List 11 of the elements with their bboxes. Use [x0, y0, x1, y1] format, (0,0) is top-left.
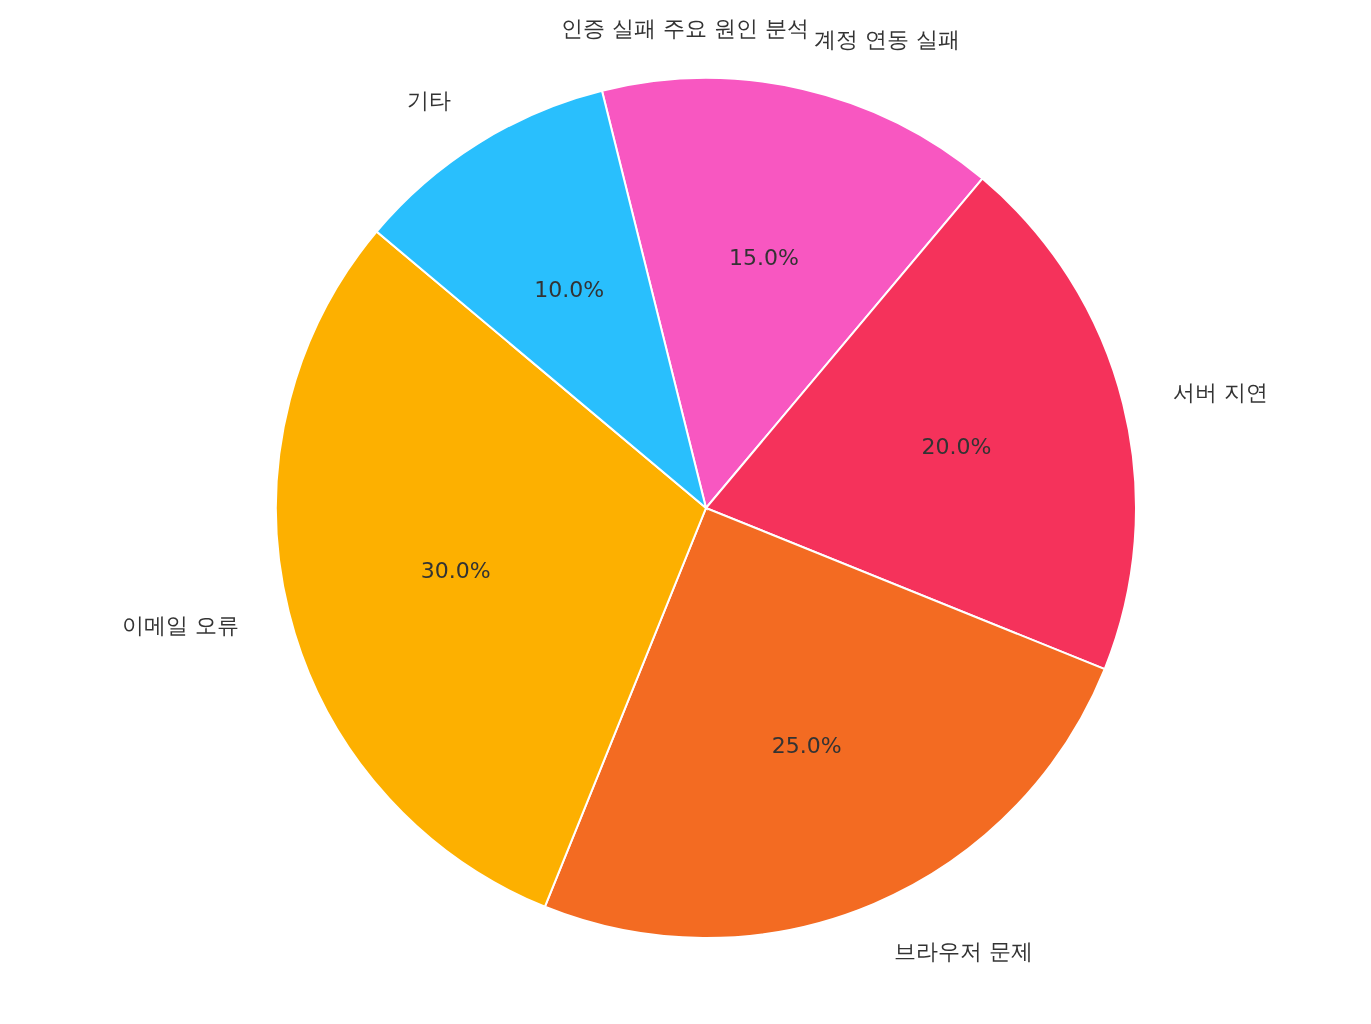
data-label: 25.0% [771, 733, 842, 759]
data-label: 20.0% [921, 433, 992, 459]
slice-label: 기타 [406, 87, 451, 113]
slice-label: 이메일 오류 [121, 612, 239, 638]
slice-label: 계정 연동 실패 [814, 26, 961, 52]
chart-title: 인증 실패 주요 원인 분석 [561, 16, 809, 41]
data-label: 10.0% [534, 277, 605, 303]
slice-label: 서버 지연 [1173, 379, 1269, 405]
data-label: 30.0% [420, 558, 491, 584]
data-label: 15.0% [729, 244, 799, 270]
slice-label: 브라우저 문제 [894, 939, 1034, 965]
